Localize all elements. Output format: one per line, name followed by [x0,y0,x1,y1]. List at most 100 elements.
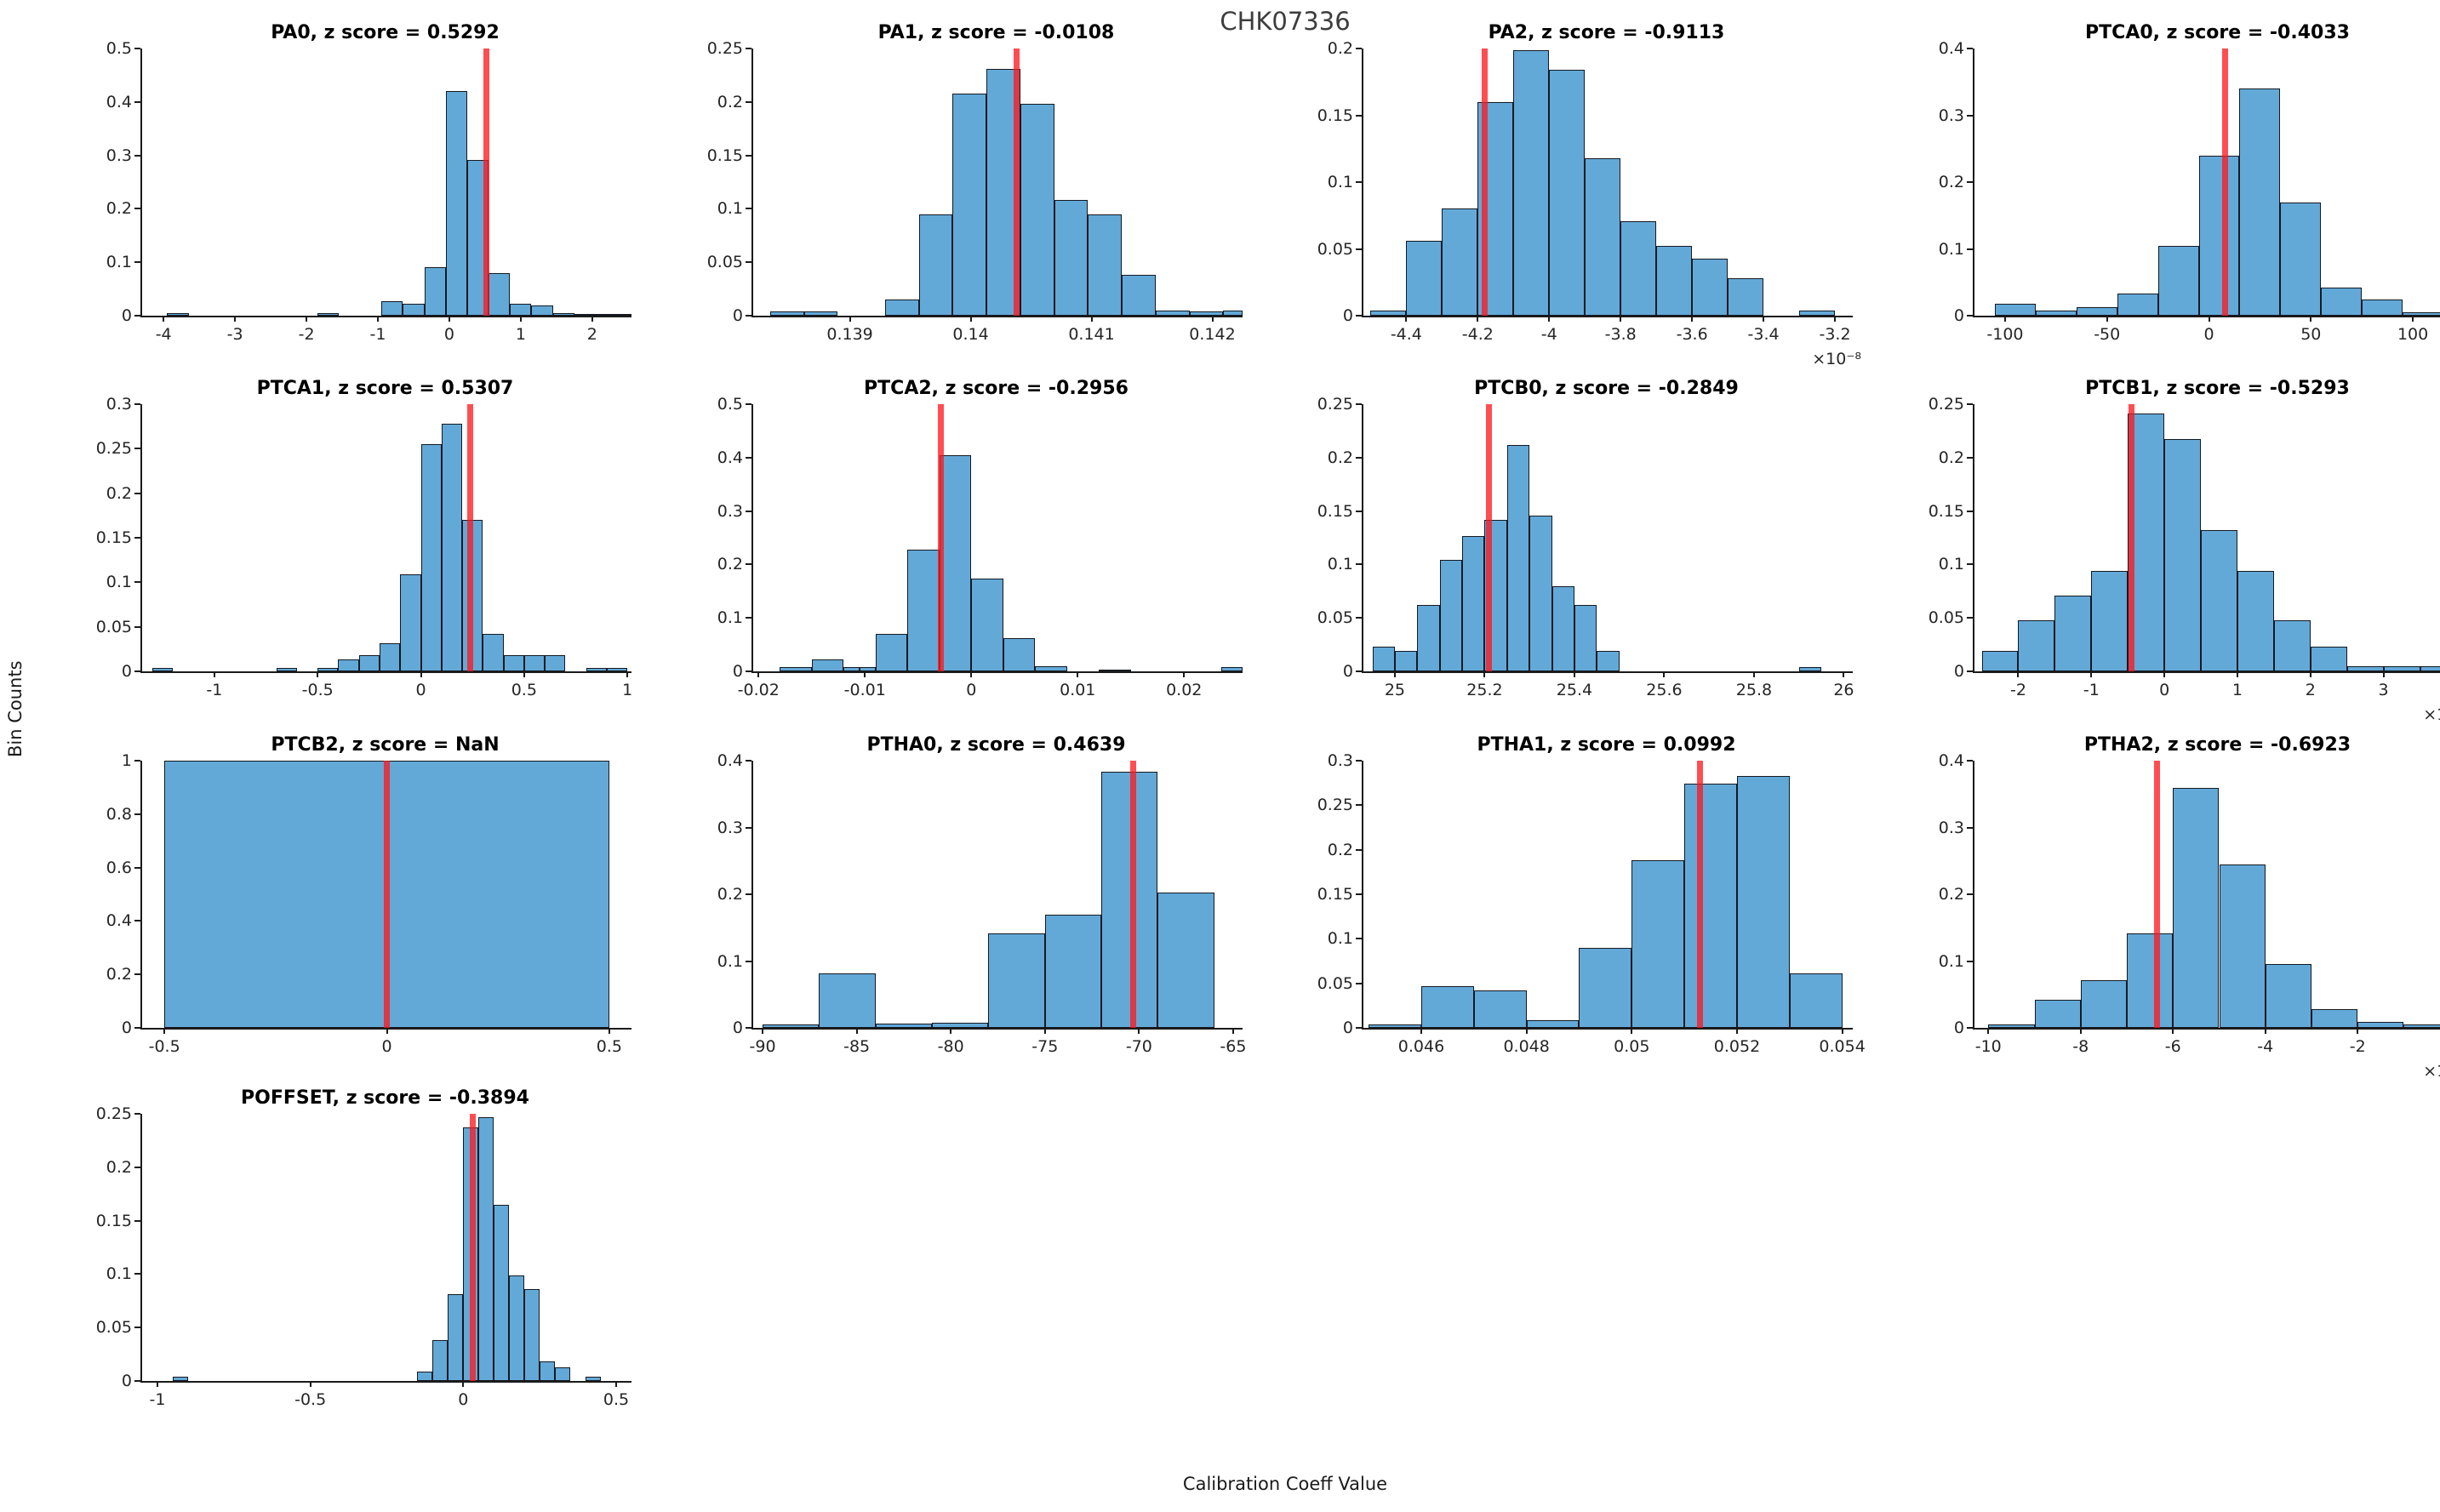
y-tick [1967,826,1973,829]
histogram-bar [1529,515,1552,671]
histogram-bar [1044,915,1102,1028]
x-tick [306,316,308,322]
x-tick-label: 0.14 [952,325,989,344]
y-tick-label: 0.4 [106,92,132,111]
histogram-bar [1988,1024,2035,1028]
x-tick [462,1381,465,1387]
x-tick-label: -1 [206,681,223,699]
y-tick-label: 0.5 [106,39,132,58]
reference-line [2153,761,2160,1028]
histogram-bar [988,933,1045,1028]
subplot-PTCB0: PTCB0, z score = -0.2849 25 25.2 25.4 25.6 25… [1317,373,1879,728]
y-tick [746,760,751,762]
figure-title: CHK07336 [1220,7,1351,36]
reference-line [467,404,474,671]
x-tick [523,671,525,677]
y-tick [134,315,140,317]
x-tick [1420,1028,1422,1034]
histogram-bar [2357,1021,2404,1028]
histogram-bar [843,666,860,671]
y-tick-label: 0 [1953,662,1964,681]
histogram-bar [1585,157,1621,316]
y-tick-label: 0 [1342,662,1353,681]
histogram-bar [1101,772,1158,1028]
x-tick-label: 2 [2305,681,2316,699]
plot-area: 0.046 0.048 0.05 0.052 0.054 0 0.05 0.1 0.15 0.2 0… [1317,751,1866,1056]
histogram-bar [1417,605,1440,671]
y-tick-label: 0.1 [1938,555,1964,574]
y-tick-label: 0.1 [106,253,132,272]
y-tick [134,670,140,672]
x-tick-label: -4 [2257,1037,2274,1056]
y-tick [746,456,751,459]
histogram-bar [596,313,618,316]
x-tick [1138,1028,1140,1034]
histogram-bar [2018,619,2055,671]
x-tick [2090,671,2093,677]
histogram-bar [2362,300,2403,316]
y-tick-label: 0.1 [1938,951,1964,971]
y-tick [746,893,751,895]
histogram-bar [1789,973,1843,1028]
plot-area: -2-10123400.050.10.150.20.25×10⁻³ [1929,395,2440,724]
histogram-bar [1692,258,1729,316]
histogram-bar [540,1361,556,1381]
subplot-title: PTHA0, z score = 0.4639 [866,734,1126,756]
plot-area: -4.4 -4.2 -4 -3.8 -3.6 -3.4 -3.2 0 0.05 0.1 0.15 0.… [1317,39,1861,368]
x-tick-label: 3 [2378,681,2389,699]
x-tick [2172,1028,2174,1034]
plot-area: 25 25.2 25.4 25.6 25.8 26 0 0.05 0.1 0.15 0.2 0.25 [1317,395,1854,699]
histogram-bar [586,1376,602,1381]
axis-exponent-label: ×10⁻³ [2423,705,2440,724]
x-tick-label: -2 [298,325,315,344]
y-tick-label: 1 [121,751,132,770]
y-tick-label: 0.3 [717,818,743,837]
histogram-bar [2219,864,2266,1028]
y-tick-label: 0.25 [706,39,743,58]
y-tick [134,625,140,628]
histogram-bar [2127,933,2174,1028]
x-tick-label: 1 [622,681,633,699]
y-tick-label: 0.05 [1317,239,1353,259]
reference-line [1014,48,1020,316]
x-tick-label: -65 [1220,1037,1247,1056]
y-tick [1356,114,1362,117]
y-tick [134,866,140,869]
x-tick-label: 0 [2203,325,2214,344]
histogram-bar [932,1022,989,1028]
histogram-bar [1473,990,1527,1028]
y-tick-label: 0.1 [1938,239,1964,259]
y-tick [746,670,751,672]
histogram-bar [875,1023,933,1028]
histogram-bar [1620,220,1657,316]
x-tick [2309,671,2311,677]
subplot-title: PTCB2, z score = NaN [271,734,500,756]
y-tick [134,403,140,405]
subplot-PTCB2: PTCB2, z score = NaN -0.5 0 0.5 0 0.2 0.4 0.6 0.… [96,729,658,1085]
reference-line [469,1114,476,1381]
histogram-bar [907,550,940,671]
y-tick-label: 0.8 [106,804,132,824]
y-tick-label: 0.6 [106,858,132,877]
reference-line [1486,404,1493,671]
x-tick-label: -100 [1986,325,2024,344]
x-tick-label: -8 [2072,1037,2089,1056]
histogram-bar [1406,241,1443,316]
x-tick [2163,671,2166,677]
histogram-bar [338,659,359,671]
histogram-bar [1223,310,1243,316]
x-tick-label: 0 [443,325,454,344]
y-tick [134,100,140,103]
y-tick [1967,456,1973,459]
x-tick [969,316,972,322]
x-tick [2264,1028,2266,1034]
histogram-bar [1994,303,2036,316]
y-tick [1356,248,1362,250]
x-tick-label: 0.139 [826,325,873,344]
y-tick [134,920,140,922]
subplot-title: PTHA2, z score = -0.6923 [2083,734,2351,756]
histogram-bar [1020,104,1054,316]
x-tick [309,1381,311,1387]
histogram-bar [2280,202,2322,316]
